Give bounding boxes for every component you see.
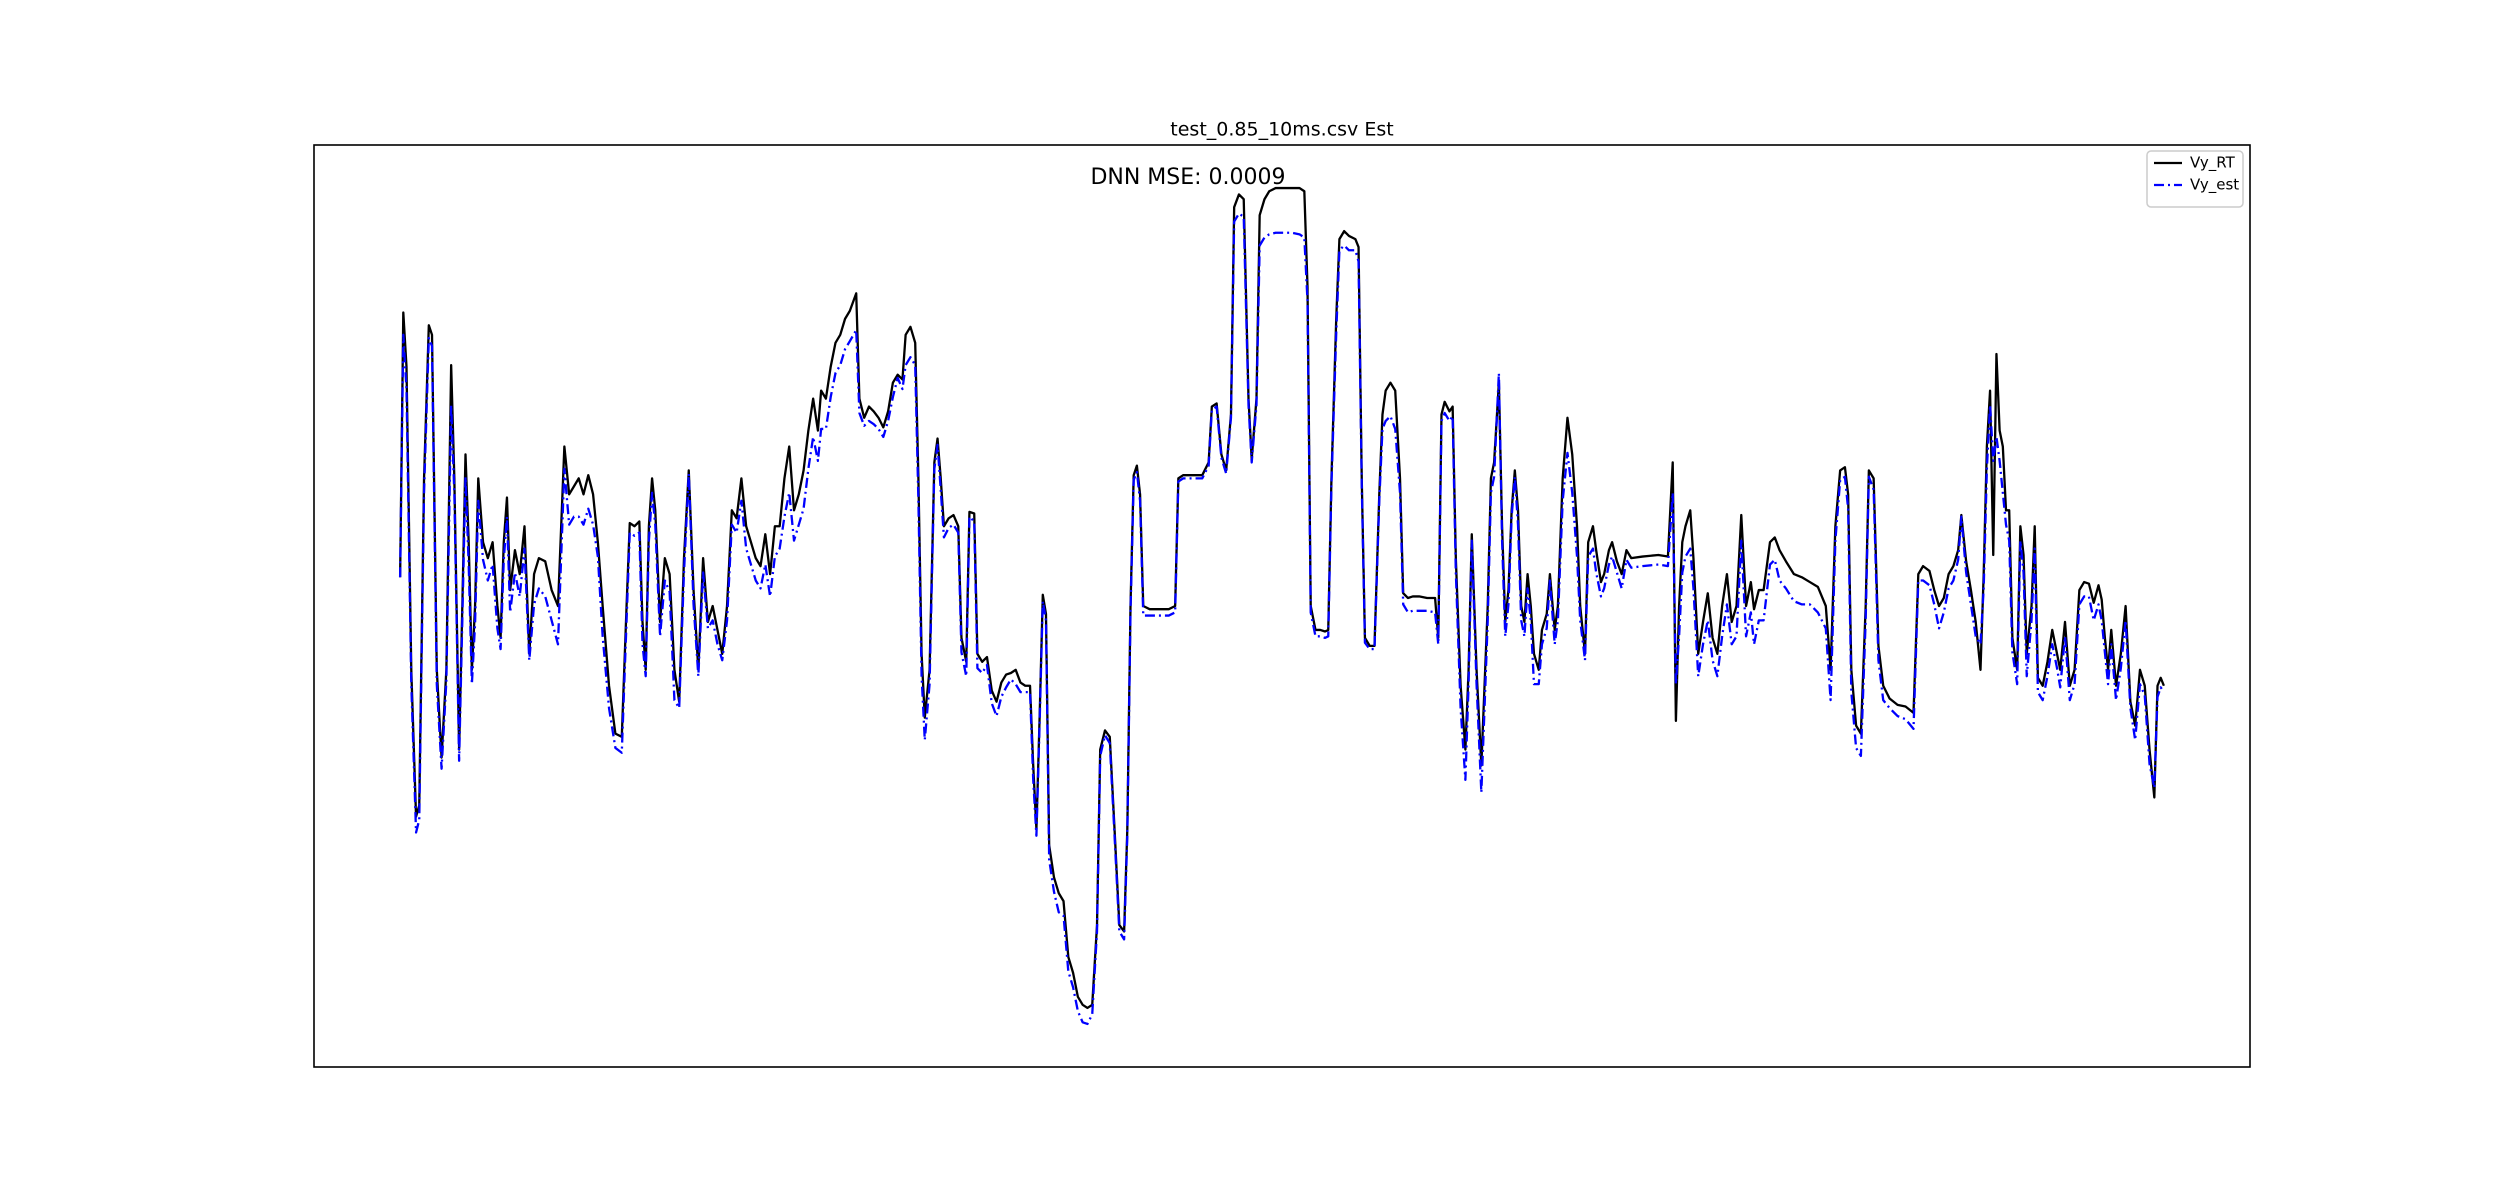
legend-label: Vy_RT xyxy=(2190,154,2236,173)
legend-box xyxy=(2146,150,2244,208)
annotation: DNN MSE: 0.0009 xyxy=(1090,165,1285,190)
legend: Vy_RT Vy_est xyxy=(2146,150,2244,208)
legend-label: Vy_est xyxy=(2190,176,2239,195)
series-line xyxy=(398,212,2165,1026)
axes-frame xyxy=(313,144,2251,1068)
chart-title: test_0.85_10ms.csv Est xyxy=(1170,119,1393,141)
plot-area xyxy=(398,186,2165,1026)
